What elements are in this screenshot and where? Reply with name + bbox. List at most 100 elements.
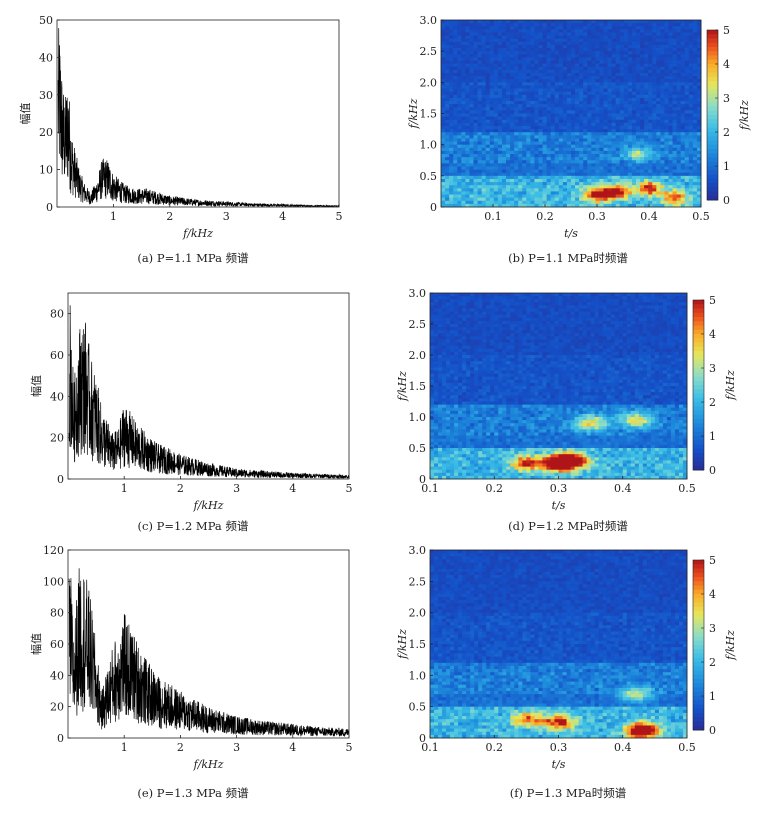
heat-cell: [602, 317, 608, 322]
heat-cell: [631, 116, 637, 121]
heat-cell: [558, 191, 564, 195]
heat-cell: [672, 150, 678, 155]
heat-cell: [652, 197, 657, 202]
heat-cell: [575, 29, 580, 33]
heat-cell: [591, 97, 596, 102]
heat-cell: [469, 182, 474, 186]
heat-cell: [501, 29, 507, 33]
heat-cell: [550, 197, 556, 202]
heat-cell: [634, 293, 640, 297]
heat-cell: [558, 311, 563, 316]
heat-cell: [457, 72, 462, 77]
heat-cell: [664, 150, 669, 155]
heat-cell: [587, 169, 592, 174]
heat-cell: [664, 82, 669, 86]
heat-cell: [465, 97, 470, 102]
heat-cell: [550, 157, 556, 161]
heat-cell: [538, 91, 543, 96]
heat-cell: [526, 324, 531, 328]
heat-cell: [554, 299, 559, 303]
panel-b: 0.1 0.2 0.3 0.4 0.500.51.01.52.02.53.0t/sf/k…: [407, 14, 751, 265]
heat-cell: [466, 296, 471, 300]
heat-cell: [538, 82, 543, 86]
heat-cell: [506, 125, 511, 130]
heat-cell: [469, 129, 474, 133]
heat-cell: [664, 119, 669, 124]
heat-cell: [430, 336, 435, 340]
heat-cell: [646, 293, 652, 297]
heat-cell: [550, 296, 555, 300]
heat-cell: [684, 110, 690, 114]
heat-cell: [607, 85, 613, 89]
heat-cell: [534, 317, 539, 322]
heat-cell: [522, 91, 527, 96]
heat-cell: [696, 107, 702, 111]
heat-cell: [591, 125, 596, 130]
heat-cell: [526, 163, 531, 167]
heat-cell: [469, 141, 474, 146]
heat-cell: [550, 154, 556, 158]
heat-cell: [610, 327, 616, 331]
heat-cell: [462, 296, 467, 300]
heat-cell: [518, 330, 523, 334]
heat-cell: [558, 138, 564, 142]
heat-cell: [591, 169, 596, 174]
heat-cell: [603, 169, 608, 174]
heat-cell: [506, 200, 511, 205]
heat-cell: [506, 293, 511, 297]
heat-cell: [490, 308, 495, 312]
heat-cell: [575, 104, 580, 108]
heat-cell: [668, 188, 673, 192]
heat-cell: [566, 69, 572, 74]
heat-cell: [680, 172, 686, 177]
heat-cell: [485, 110, 491, 114]
heat-cell: [501, 182, 507, 186]
heat-cell: [465, 163, 470, 167]
heat-cell: [692, 129, 698, 133]
heat-cell: [614, 330, 620, 334]
heat-cell: [692, 188, 698, 192]
heat-cell: [631, 172, 637, 177]
heat-cell: [514, 23, 519, 27]
heat-cell: [619, 94, 625, 99]
heat-cell: [610, 299, 616, 303]
heat-cell: [610, 333, 616, 337]
heat-cell: [668, 147, 673, 152]
heat-cell: [644, 38, 649, 43]
heat-cell: [648, 104, 653, 108]
heat-cell: [434, 308, 439, 312]
heat-cell: [664, 163, 669, 167]
heat-cell: [591, 138, 596, 142]
heat-cell: [497, 97, 503, 102]
heat-cell: [662, 333, 668, 337]
heat-cell: [461, 88, 466, 93]
heat-cell: [473, 91, 478, 96]
heat-cell: [619, 150, 625, 155]
heat-cell: [615, 66, 621, 71]
heat-cell: [450, 311, 455, 316]
heat-cell: [603, 20, 608, 24]
heat-cell: [696, 200, 702, 205]
heat-cell: [522, 147, 527, 152]
heat-cell: [506, 63, 511, 68]
heat-cell: [441, 88, 446, 93]
heat-cell: [493, 129, 499, 133]
heat-cell: [554, 203, 560, 208]
heat-cell: [634, 330, 640, 334]
heat-cell: [619, 44, 625, 49]
heat-cell: [575, 35, 580, 40]
heat-cell: [546, 157, 552, 161]
heat-cell: [627, 125, 633, 130]
heat-cell: [481, 147, 487, 152]
heat-cell: [680, 38, 686, 43]
heat-cell: [602, 293, 608, 297]
heat-cell: [542, 132, 548, 136]
heat-cell: [461, 150, 466, 155]
heat-cell: [526, 94, 531, 99]
heat-cell: [510, 185, 515, 189]
heat-cell: [696, 35, 702, 40]
heat-cell: [506, 38, 511, 43]
heat-cell: [538, 97, 543, 102]
heat-cell: [626, 302, 632, 306]
heat-cell: [554, 20, 560, 24]
